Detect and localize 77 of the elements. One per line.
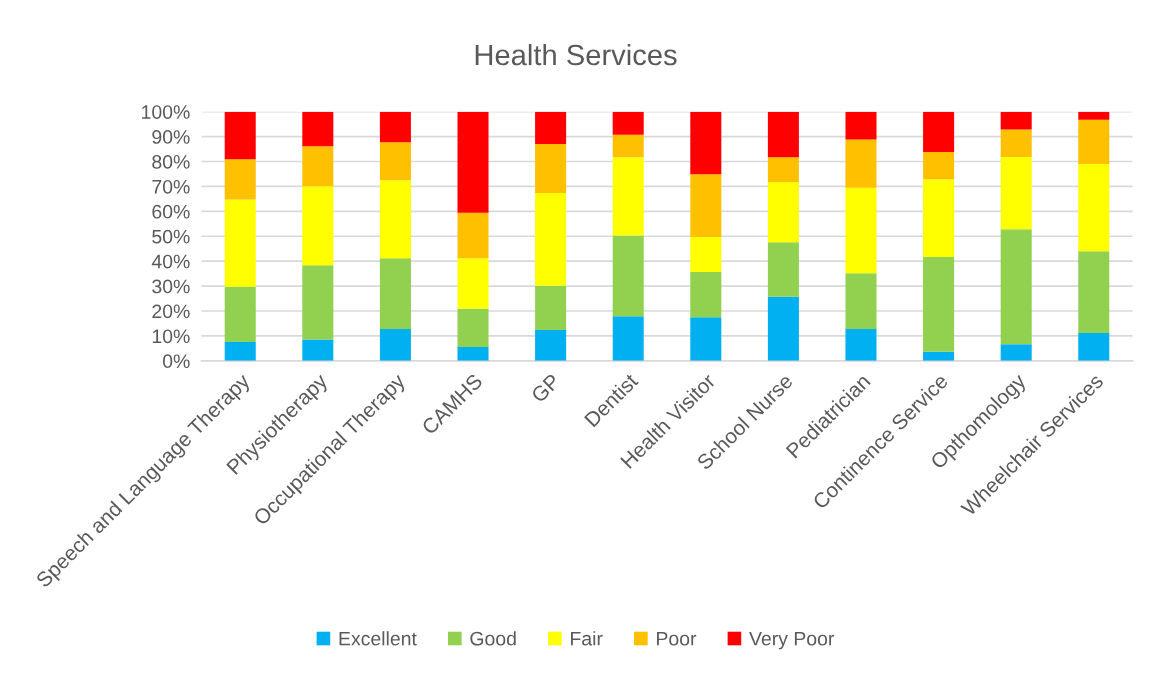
chart-title: Health Services bbox=[475, 43, 677, 66]
bar bbox=[1078, 251, 1110, 333]
bar bbox=[845, 187, 877, 274]
bar bbox=[1000, 344, 1032, 361]
bar bbox=[612, 235, 644, 317]
bar bbox=[224, 286, 256, 342]
bar bbox=[923, 152, 955, 180]
y-tick-label: 0% bbox=[162, 354, 190, 369]
bar bbox=[1000, 129, 1032, 158]
bar bbox=[690, 317, 722, 361]
bar bbox=[767, 242, 799, 297]
bar bbox=[845, 111, 877, 140]
bar bbox=[379, 328, 411, 361]
bar bbox=[457, 111, 489, 213]
bar bbox=[845, 273, 877, 329]
bar bbox=[457, 212, 489, 259]
bar bbox=[224, 199, 256, 287]
legend-label: Excellent bbox=[339, 631, 417, 646]
bar bbox=[302, 265, 334, 340]
y-tick-label: 50% bbox=[152, 229, 190, 244]
legend-label: Good bbox=[470, 631, 516, 646]
bar bbox=[612, 111, 644, 135]
bar bbox=[379, 258, 411, 329]
bar bbox=[767, 157, 799, 182]
y-tick-label: 90% bbox=[152, 130, 190, 144]
bar bbox=[612, 157, 644, 236]
bar bbox=[1078, 111, 1110, 120]
bar bbox=[457, 308, 489, 347]
bar bbox=[224, 159, 256, 200]
bar bbox=[1000, 229, 1032, 345]
legend-label: Fair bbox=[571, 631, 603, 646]
bar bbox=[845, 139, 877, 188]
bar bbox=[302, 111, 334, 147]
bar bbox=[535, 329, 567, 361]
bar bbox=[302, 186, 334, 266]
bar bbox=[457, 258, 489, 309]
bar bbox=[224, 111, 256, 160]
bar bbox=[302, 339, 334, 361]
bar bbox=[379, 180, 411, 259]
legend-label: Poor bbox=[657, 631, 697, 646]
y-tick-label: 30% bbox=[152, 279, 190, 294]
y-tick-label: 60% bbox=[152, 204, 190, 219]
bar bbox=[1000, 111, 1032, 130]
y-tick-label: 70% bbox=[152, 179, 190, 194]
bar bbox=[1000, 157, 1032, 230]
bar bbox=[923, 179, 955, 257]
bar bbox=[690, 111, 722, 175]
bar bbox=[612, 316, 644, 361]
bar bbox=[845, 328, 877, 361]
bar bbox=[767, 296, 799, 361]
bar bbox=[690, 237, 722, 272]
bar bbox=[767, 111, 799, 158]
bar bbox=[535, 285, 567, 330]
bar bbox=[1078, 332, 1110, 361]
bar bbox=[535, 111, 567, 145]
x-tick-label: GP bbox=[530, 373, 561, 404]
bar bbox=[612, 134, 644, 158]
legend-label: Very Poor bbox=[749, 631, 835, 650]
y-tick-label: 100% bbox=[142, 105, 190, 119]
bar bbox=[379, 142, 411, 181]
bar bbox=[535, 144, 567, 193]
bar bbox=[302, 146, 334, 187]
y-tick-label: 10% bbox=[152, 329, 190, 344]
bar bbox=[535, 192, 567, 286]
y-tick-label: 80% bbox=[152, 155, 190, 169]
y-tick-label: 20% bbox=[152, 304, 190, 319]
bar bbox=[923, 256, 955, 352]
bar bbox=[379, 111, 411, 143]
y-tick-label: 40% bbox=[151, 254, 190, 269]
bar bbox=[923, 111, 955, 153]
bar bbox=[1078, 119, 1110, 165]
bar bbox=[690, 271, 722, 318]
bar bbox=[690, 174, 722, 238]
bar bbox=[457, 346, 489, 361]
bar bbox=[224, 341, 256, 361]
bar bbox=[1078, 164, 1110, 252]
bar bbox=[767, 181, 799, 243]
